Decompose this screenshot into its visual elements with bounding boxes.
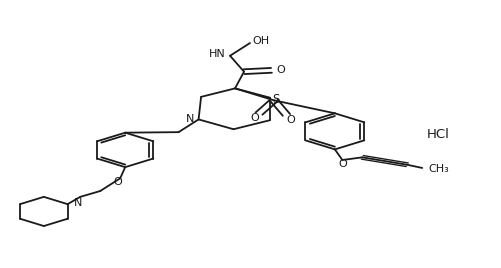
Text: OH: OH: [252, 36, 269, 46]
Text: N: N: [185, 114, 193, 124]
Text: O: O: [337, 159, 346, 169]
Text: HN: HN: [209, 49, 225, 59]
Text: CH₃: CH₃: [427, 164, 448, 174]
Text: O: O: [276, 65, 284, 75]
Text: HCl: HCl: [426, 128, 449, 140]
Text: N: N: [73, 198, 82, 208]
Text: O: O: [114, 177, 122, 187]
Text: S: S: [271, 93, 279, 106]
Text: O: O: [286, 115, 294, 125]
Text: O: O: [250, 113, 259, 123]
